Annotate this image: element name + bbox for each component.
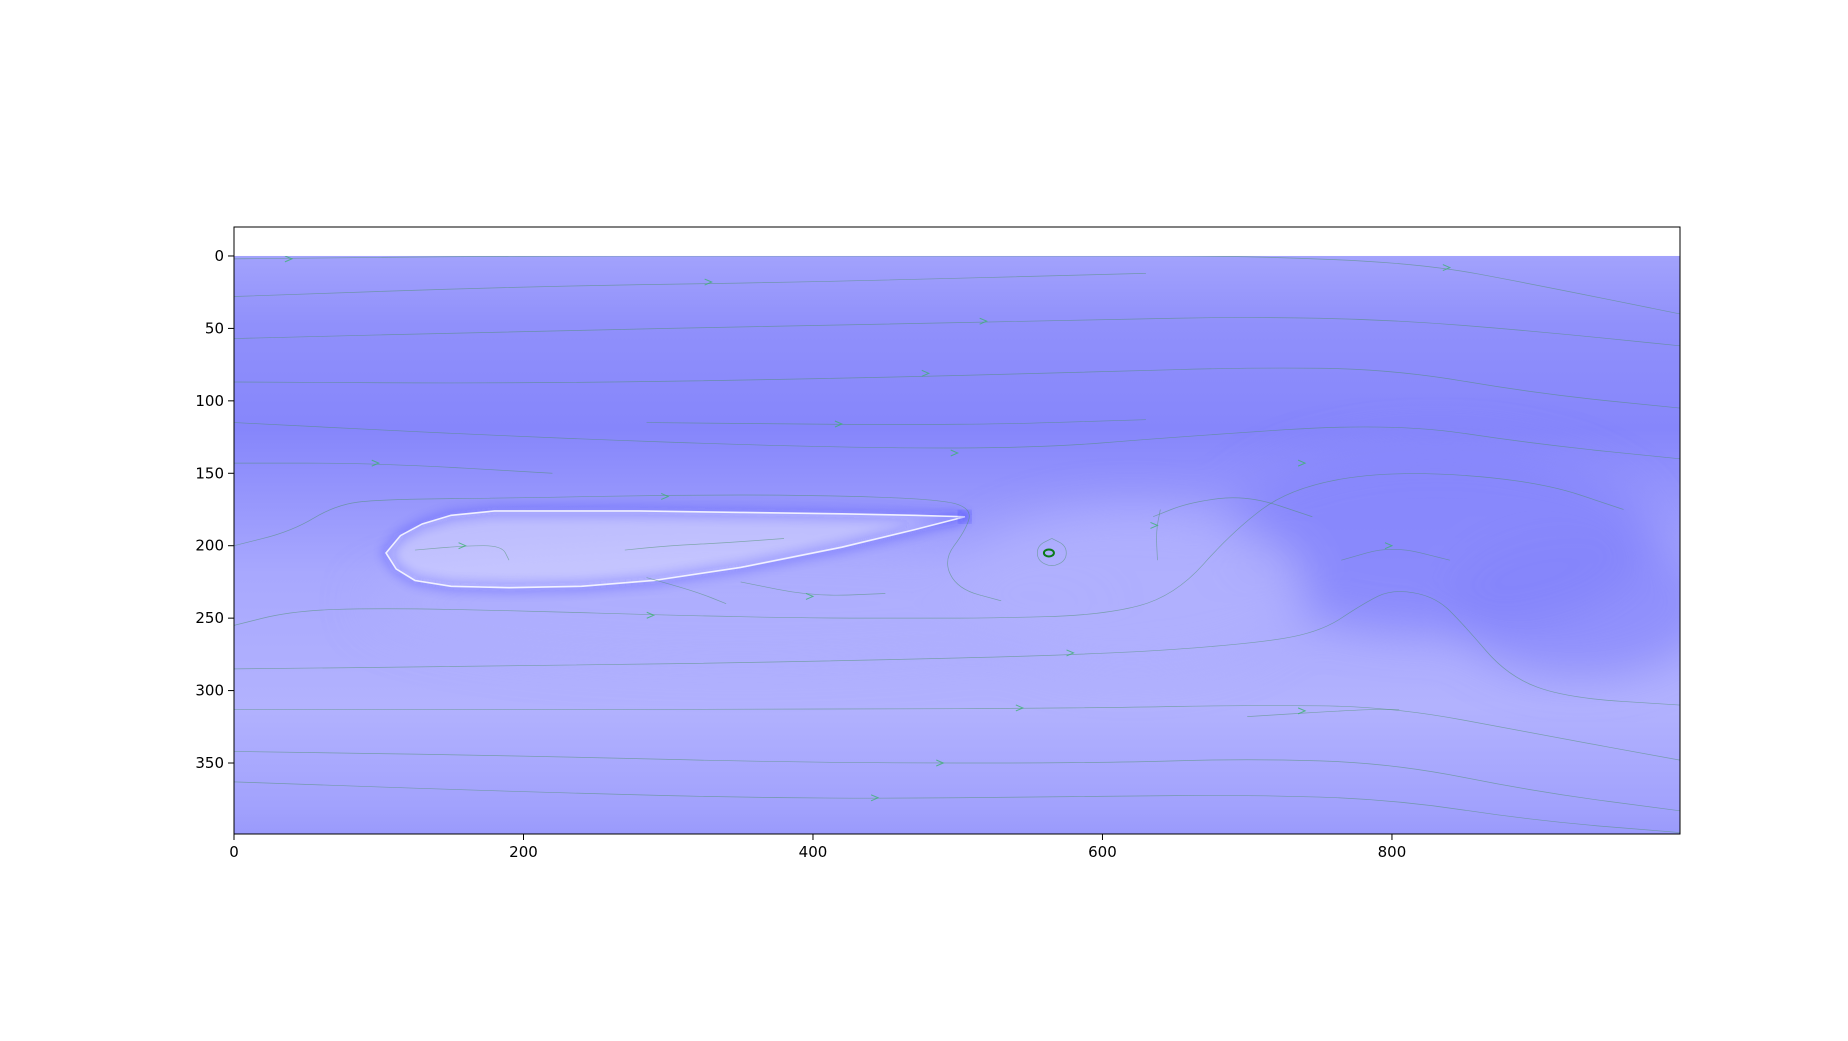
airfoil-shading: [384, 509, 970, 590]
streamline-arrow: [921, 369, 931, 377]
wake-dark-region: [1449, 531, 1680, 677]
streamline-arrow: [1015, 704, 1025, 712]
streamline: [1247, 709, 1400, 718]
streamline-arrow: [1297, 707, 1307, 715]
y-axis: 0 50 100 150 200 250 300 350: [195, 247, 234, 772]
x-tick-label: 0: [229, 843, 239, 861]
streamline: [1152, 497, 1313, 518]
streamline: [234, 462, 553, 474]
streamline-arrow: [870, 794, 880, 802]
airfoil-body: [385, 510, 965, 588]
y-tick-label: 50: [205, 319, 224, 337]
streamline: [414, 545, 510, 561]
y-tick-label: 100: [195, 392, 224, 410]
streamline: [234, 494, 1002, 602]
plot-area: [233, 226, 1681, 835]
streamline-arrow: [1150, 521, 1159, 529]
x-tick-label: 400: [799, 843, 828, 861]
y-tick-label: 200: [195, 537, 224, 555]
streamline: [234, 473, 1624, 626]
x-tick-label: 800: [1378, 843, 1407, 861]
streamline-arrow: [805, 592, 815, 600]
streamline: [1341, 548, 1450, 561]
streamline: [740, 581, 886, 596]
streamline-arrow: [979, 317, 988, 325]
y-tick-label: 350: [195, 754, 224, 772]
streamline: [646, 577, 727, 604]
x-tick-label: 200: [509, 843, 538, 861]
x-tick-label: 600: [1088, 843, 1117, 861]
streamline: [234, 781, 1680, 833]
y-tick-label: 0: [214, 247, 224, 265]
streamline-arrow: [284, 255, 294, 263]
streamlines: [234, 255, 1680, 833]
streamline: [234, 273, 1146, 297]
streamline: [234, 255, 1680, 315]
y-tick-label: 250: [195, 609, 224, 627]
streamline-arrow: [1442, 264, 1452, 272]
streamline-arrow: [661, 492, 670, 500]
streamline: [234, 317, 1680, 347]
streamline: [624, 538, 785, 551]
streamline-arrow: [458, 542, 467, 550]
streamline-arrow: [646, 611, 656, 619]
streamline-arrow: [834, 420, 844, 428]
y-tick-label: 300: [195, 682, 224, 700]
streamline: [234, 591, 1680, 706]
vortex-marker: [1042, 548, 1055, 558]
streamline: [1156, 509, 1161, 561]
trailing-edge-marker: [959, 511, 970, 522]
streamline-arrow: [1384, 542, 1394, 550]
streamline-arrow: [936, 759, 945, 767]
streamline-arrow: [1297, 459, 1307, 467]
streamline: [234, 705, 1680, 761]
streamline-arrow: [1066, 649, 1075, 657]
streamline-arrow: [950, 449, 959, 457]
y-tick-label: 150: [195, 464, 224, 482]
streamline: [234, 422, 1680, 460]
vortex-core: [1042, 548, 1055, 558]
streamline: [1036, 538, 1067, 566]
streamline-arrow: [371, 459, 381, 467]
streamline-arrow: [704, 278, 713, 286]
x-axis: 0 200 400 600 800: [229, 834, 1406, 861]
streamline: [234, 367, 1680, 409]
streamline: [646, 419, 1146, 425]
axes-frame: [233, 226, 1681, 835]
streamline: [234, 751, 1680, 812]
